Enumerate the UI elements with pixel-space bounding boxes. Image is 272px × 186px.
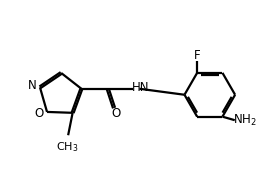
Text: NH$_2$: NH$_2$	[233, 113, 256, 128]
Text: HN: HN	[132, 81, 150, 94]
Text: O: O	[111, 107, 120, 119]
Text: O: O	[35, 107, 44, 120]
Text: N: N	[28, 79, 37, 92]
Text: F: F	[194, 49, 200, 62]
Text: CH$_3$: CH$_3$	[56, 140, 79, 154]
